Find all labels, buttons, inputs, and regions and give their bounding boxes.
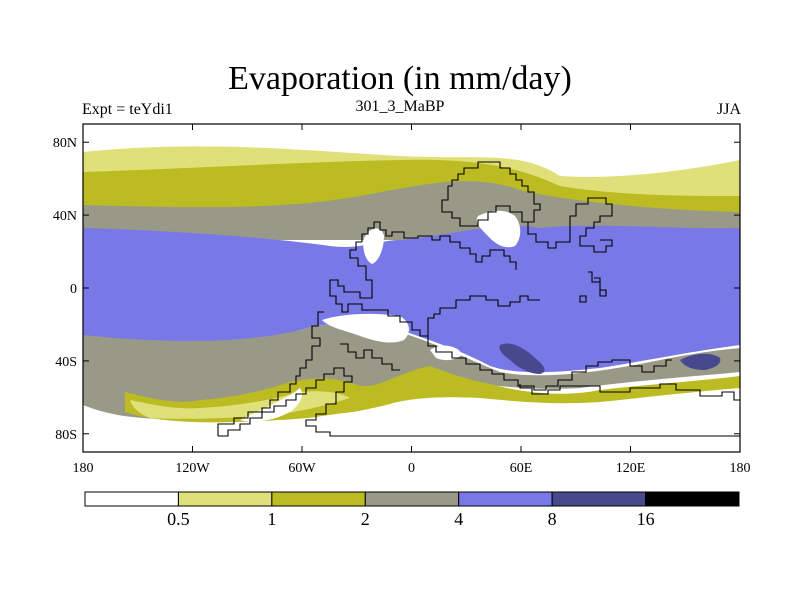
colorbar-swatch [271,491,366,507]
colorbar-swatch [177,491,273,507]
colorbar-swatch [458,491,553,507]
coastline-south-america [217,311,324,436]
colorbar-swatch [551,491,647,507]
x-tick-label: 120E [616,461,646,476]
y-axis: 80N 40N 0 40S 80S [53,136,740,443]
coastline-north-west [441,186,528,227]
colorbar-label: 2 [361,509,370,529]
x-tick-label: 60E [510,461,533,476]
x-tick-label: 60W [288,461,316,476]
colorbar-label: 1 [267,509,276,529]
coastline-south-east [519,383,740,401]
colorbar-label: 4 [454,509,463,529]
x-tick-label: 0 [408,461,415,476]
map-fill [83,124,740,452]
season-label: JJA [716,101,741,118]
colorbar-swatch [364,491,460,507]
polar-white-lobe [300,400,740,452]
x-tick-label: 120W [175,461,210,476]
y-tick-label: 80N [53,136,77,151]
coastline-south-continent [427,336,672,391]
band-gray-north [83,181,740,240]
white-patch-north-america [363,228,384,264]
colorbar-swatch [645,491,740,507]
x-tick-label: 180 [730,461,751,476]
coastline-south-peninsula [340,343,400,371]
y-tick-label: 40N [53,209,77,224]
x-axis: 180 120W 60W 0 60E 120E 180 [73,124,751,476]
y-tick-label: 80S [55,428,77,443]
colorbar-label: 0.5 [167,509,190,529]
y-tick-label: 0 [70,282,77,297]
coastline-americas-west [329,241,376,313]
coastline-antarctic-west [218,367,740,437]
white-patch-south-america [240,388,302,422]
dark-blue-patch-australia [680,353,721,370]
y-tick-label: 40S [55,355,77,370]
band-blue [83,225,740,373]
colorbar-label: 8 [548,509,557,529]
coastline-north-continent [448,161,613,253]
time-label: 301_3_MaBP [355,98,445,115]
white-patch-small [430,345,462,361]
colorbar-swatch [84,491,179,507]
coastline-islands-small [579,295,587,303]
dark-blue-patch-south-africa [499,343,545,374]
chart-title: Evaporation (in mm/day) [228,60,572,97]
coastline-islands-east [588,271,607,297]
coastline-south-mid [376,295,540,337]
x-tick-label: 180 [73,461,94,476]
colorbar: 0.5 1 2 4 8 16 [84,491,740,529]
white-patch-south [322,313,409,343]
coastline-north-america [361,221,517,270]
experiment-label: Expt = teYdi1 [82,101,173,118]
coastlines [217,161,740,437]
colorbar-label: 16 [637,509,655,529]
